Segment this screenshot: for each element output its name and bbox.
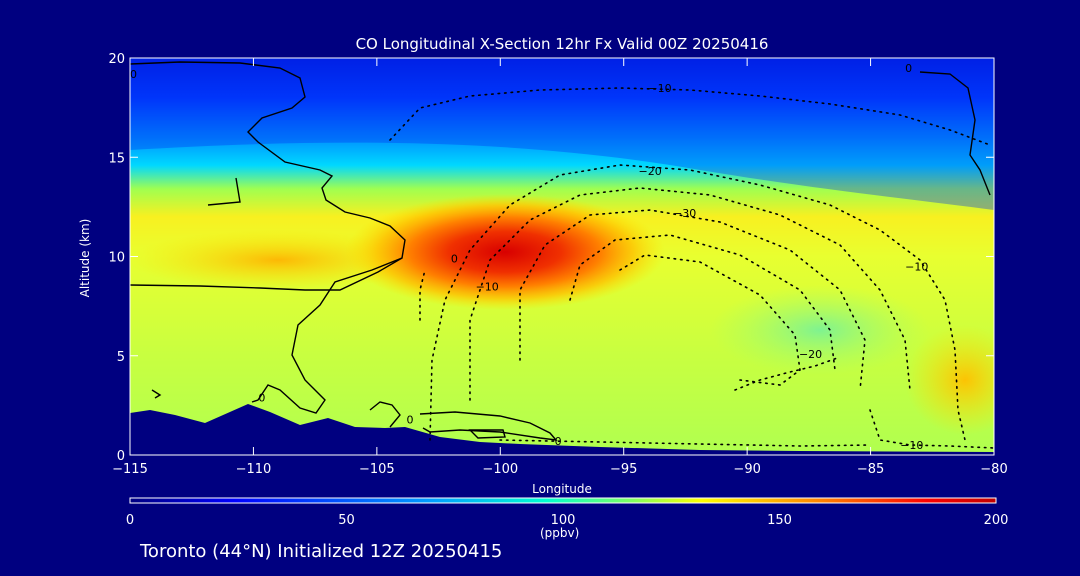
y-axis-label: Altitude (km) xyxy=(78,218,92,298)
y-tick-label: 10 xyxy=(108,251,125,266)
contour-label: −20 xyxy=(639,165,662,178)
x-tick-label: −95 xyxy=(610,462,637,477)
colorbar-unit-label: (ppbv) xyxy=(540,526,580,540)
colorbar xyxy=(129,497,997,504)
x-tick-label: −105 xyxy=(359,462,395,477)
x-axis-label: Longitude xyxy=(532,482,592,496)
y-tick-label: 5 xyxy=(117,350,125,365)
y-axis-ticks: 0 5 10 15 20 xyxy=(108,52,994,464)
contour-label: −30 xyxy=(673,207,696,220)
contour-label: 0 xyxy=(555,435,562,448)
contour-label: 0 xyxy=(451,252,458,265)
x-tick-label: −85 xyxy=(857,462,884,477)
colorbar-tick-label: 100 xyxy=(551,513,576,528)
colorbar-tick-label: 0 xyxy=(126,513,134,528)
terrain-silhouette xyxy=(130,404,994,455)
contour-label: −10 xyxy=(900,439,923,452)
footer-caption: Toronto (44°N) Initialized 12Z 20250415 xyxy=(140,541,503,562)
chart-title: CO Longitudinal X-Section 12hr Fx Valid … xyxy=(355,35,769,53)
contour-label: −10 xyxy=(648,82,671,95)
x-tick-label: −80 xyxy=(980,462,1007,477)
contour-label: −10 xyxy=(476,280,499,293)
contour-label: −10 xyxy=(905,260,928,273)
contour-label: 0 xyxy=(406,413,413,426)
y-tick-label: 15 xyxy=(108,151,125,166)
contour-label: 0 xyxy=(258,391,265,404)
contour-label: 0 xyxy=(905,62,912,75)
x-tick-label: −100 xyxy=(482,462,518,477)
y-tick-label: 20 xyxy=(108,52,125,67)
zero-contours xyxy=(130,61,991,441)
colorbar-tick-label: 200 xyxy=(984,513,1009,528)
colorbar-tick-label: 150 xyxy=(767,513,792,528)
x-tick-label: −90 xyxy=(733,462,760,477)
colorbar-tick-label: 50 xyxy=(338,513,355,528)
contour-labels: 0 0 0 0 0 0 −10 −20 −30 −10 −10 −20 −10 xyxy=(130,62,928,452)
x-tick-label: −110 xyxy=(236,462,272,477)
x-tick-label: −115 xyxy=(112,462,148,477)
colorbar-ticks: 0 50 100 150 200 xyxy=(126,513,1009,528)
x-axis-ticks: −115 −110 −105 −100 −95 −90 −85 −80 xyxy=(112,58,1008,477)
contour-label: 0 xyxy=(130,68,137,81)
contour-label: −20 xyxy=(799,348,822,361)
y-tick-label: 0 xyxy=(117,449,125,464)
negative-contours xyxy=(389,87,994,449)
